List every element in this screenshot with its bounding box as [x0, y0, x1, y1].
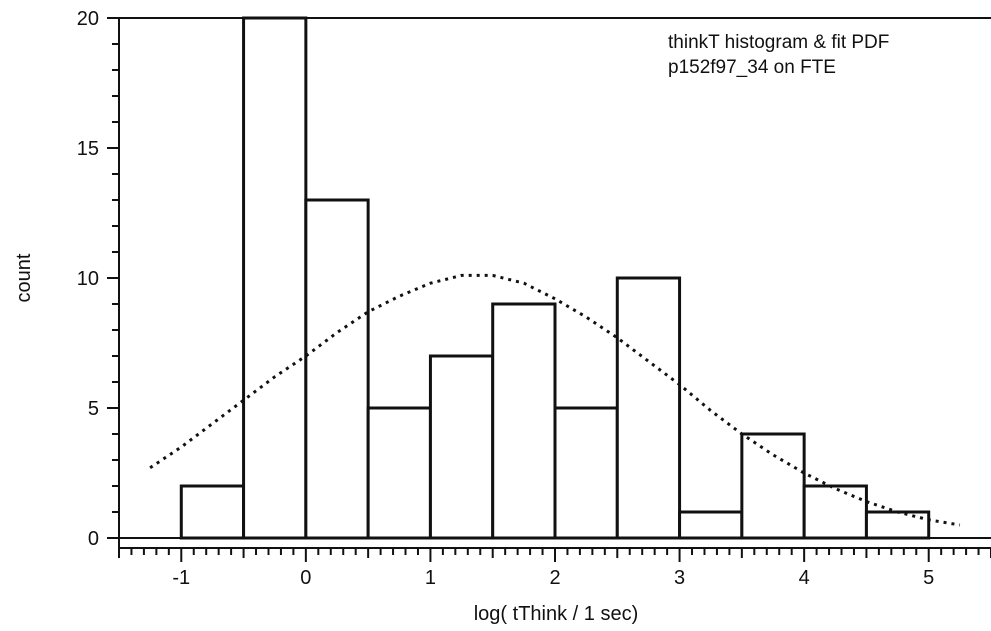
histogram-bar-5 — [491, 302, 557, 540]
y-axis-label: count — [13, 253, 35, 302]
histogram-bar-3 — [366, 406, 432, 540]
histogram-bar-9 — [740, 432, 806, 540]
histogram-bar-2 — [304, 198, 370, 540]
y-tick-label: 20 — [77, 8, 99, 30]
histogram-bar-7 — [615, 276, 682, 540]
fit-pdf-curve — [149, 273, 961, 527]
annotation-line-2: p152f97_34 on FTE — [668, 57, 836, 78]
histogram-bar-6 — [553, 406, 619, 540]
annotation-line-1: thinkT histogram & fit PDF — [668, 32, 889, 53]
histogram-bar-11 — [864, 510, 931, 540]
x-tick-label: -1 — [172, 567, 190, 589]
histogram-bar-1 — [242, 16, 308, 540]
y-axis-ticks: 0 5 10 15 20 — [77, 8, 119, 550]
y-tick-label: 0 — [88, 528, 99, 550]
histogram-bar-8 — [678, 510, 744, 540]
x-tick-label: 3 — [674, 567, 685, 589]
histogram-bar-0 — [179, 484, 246, 540]
histogram-bar-10 — [802, 484, 868, 540]
y-tick-label: 10 — [77, 268, 99, 290]
x-tick-label: 4 — [799, 567, 810, 589]
x-tick-label: 5 — [923, 567, 934, 589]
x-tick-label: 0 — [300, 567, 311, 589]
histogram-bars — [119, 16, 991, 540]
histogram-bar-4 — [428, 354, 495, 540]
x-tick-label: 2 — [549, 567, 560, 589]
x-tick-label: 1 — [425, 567, 436, 589]
x-axis-label: log( tThink / 1 sec) — [474, 603, 639, 625]
y-tick-label: 5 — [88, 398, 99, 420]
y-tick-label: 15 — [77, 138, 99, 160]
x-axis-ticks: -1 0 1 2 3 4 5 — [118, 548, 991, 589]
